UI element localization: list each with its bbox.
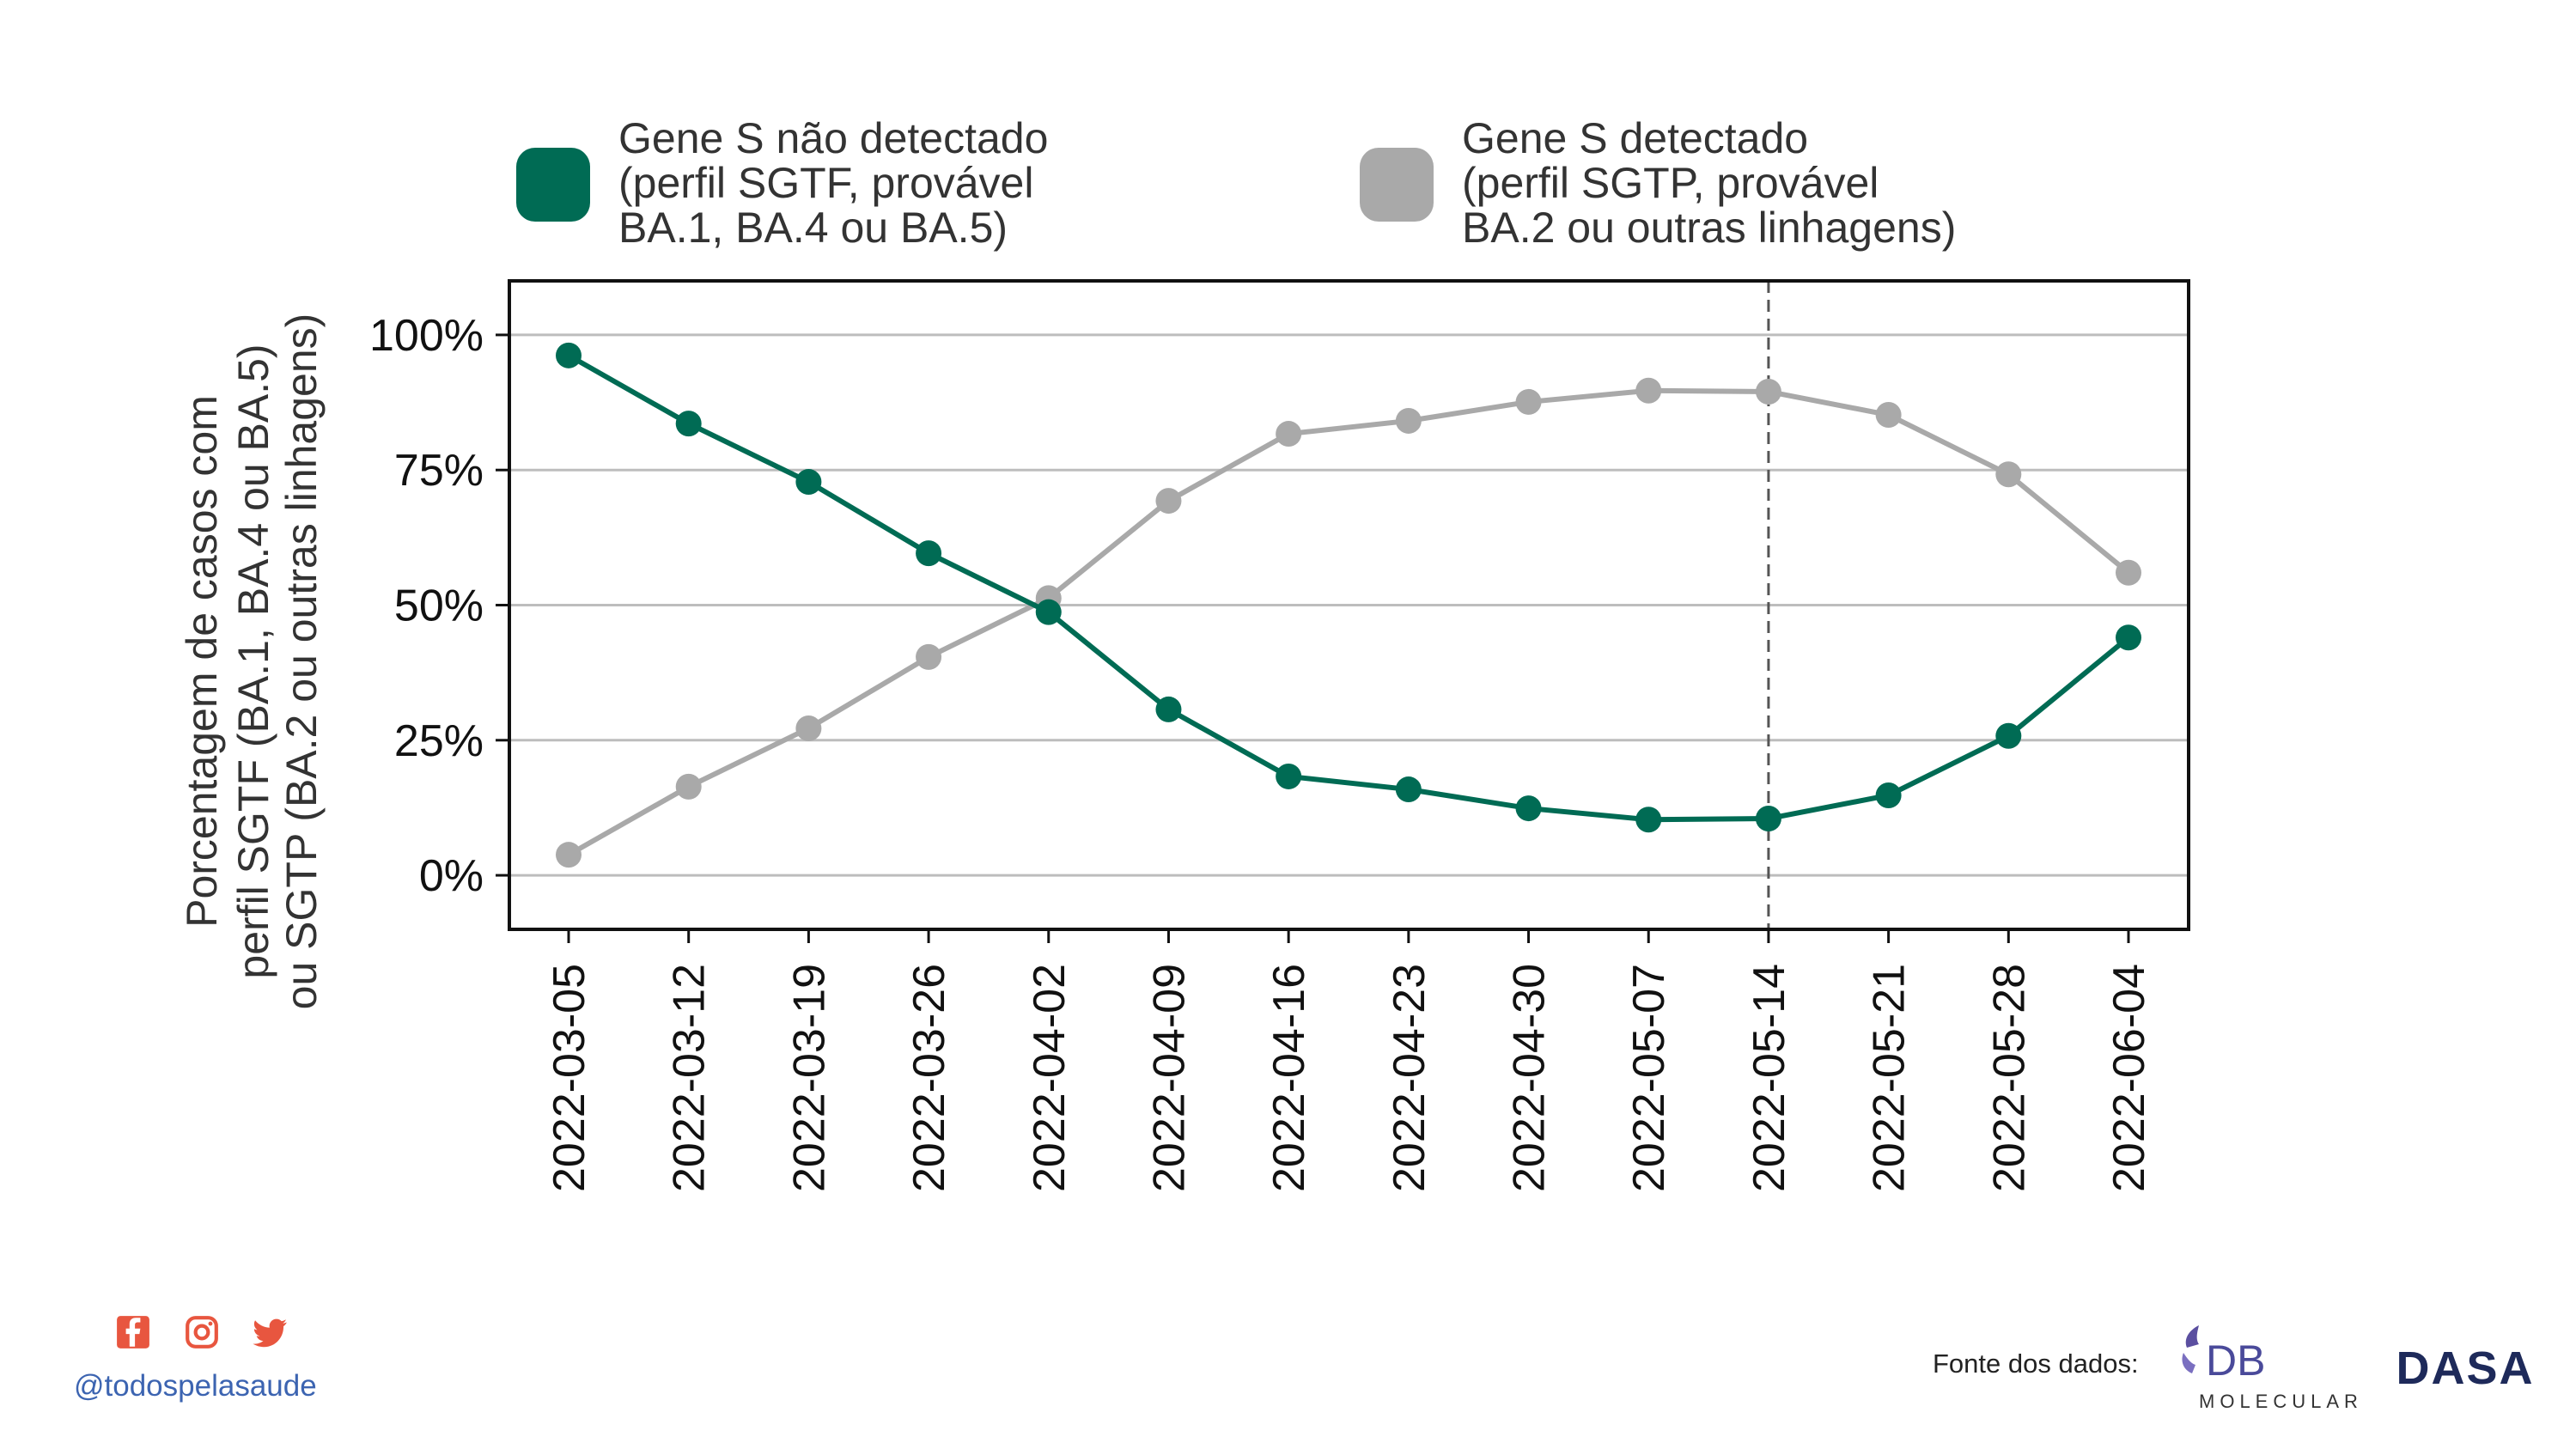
y-axis-label-line: Porcentagem de casos com bbox=[178, 395, 226, 928]
y-axis-label-line: perfil SGTF (BA.1, BA.4 ou BA.5) bbox=[229, 344, 277, 978]
social-icons bbox=[74, 1314, 373, 1350]
y-axis: 0% 25% 50% 75% 100% bbox=[369, 311, 509, 901]
x-tick-label: 2022-05-14 bbox=[1745, 964, 1794, 1192]
y-tick-label: 0% bbox=[419, 851, 484, 901]
x-tick-label: 2022-03-12 bbox=[665, 964, 715, 1192]
data-point bbox=[2116, 559, 2141, 586]
dasa-logo-text: DASA bbox=[2396, 1342, 2534, 1394]
legend-swatch bbox=[1360, 148, 1434, 222]
x-tick-label: 2022-04-02 bbox=[1025, 964, 1075, 1192]
legend-swatch bbox=[516, 148, 590, 222]
data-point bbox=[1276, 763, 1302, 789]
y-tick-label: 100% bbox=[369, 311, 484, 361]
series-line bbox=[567, 387, 2130, 857]
data-point bbox=[1875, 402, 1902, 429]
x-tick-label: 2022-04-30 bbox=[1505, 964, 1555, 1192]
data-point bbox=[556, 342, 582, 368]
db-logo-subtext: MOLECULAR bbox=[2199, 1391, 2363, 1412]
data-point bbox=[1395, 407, 1422, 434]
data-point bbox=[1995, 461, 2022, 488]
series-layer bbox=[556, 342, 2141, 868]
legend-label: (perfil SGTF, provável bbox=[618, 159, 1033, 207]
y-axis-label-line: ou SGTP (BA.2 ou outras linhagens) bbox=[277, 314, 326, 1010]
x-tick-label: 2022-05-07 bbox=[1624, 964, 1674, 1192]
instagram-icon[interactable] bbox=[184, 1314, 220, 1350]
x-tick-label: 2022-05-28 bbox=[1984, 964, 2034, 1192]
x-tick-label: 2022-03-05 bbox=[545, 964, 594, 1192]
data-point bbox=[556, 842, 582, 868]
data-point bbox=[1395, 776, 1422, 803]
y-axis-label: Porcentagem de casos com perfil SGTF (BA.… bbox=[178, 314, 326, 1010]
legend-label: Gene S não detectado bbox=[618, 114, 1048, 162]
data-point bbox=[1995, 722, 2022, 749]
legend-label: Gene S detectado bbox=[1462, 114, 1808, 162]
data-point bbox=[1155, 696, 1182, 722]
gridlines bbox=[509, 333, 2189, 877]
data-point bbox=[2116, 624, 2141, 651]
y-tick-label: 75% bbox=[394, 446, 484, 496]
data-point bbox=[1875, 782, 1902, 808]
data-point bbox=[1755, 378, 1781, 405]
x-tick-label: 2022-05-21 bbox=[1865, 964, 1915, 1192]
y-tick-label: 25% bbox=[394, 716, 484, 766]
x-tick-label: 2022-06-04 bbox=[2104, 964, 2154, 1192]
data-point bbox=[795, 715, 822, 741]
db-logo-text: DB bbox=[2206, 1336, 2265, 1385]
data-point bbox=[916, 540, 942, 567]
data-point bbox=[795, 469, 822, 496]
dasa-logo: DASA bbox=[2396, 1342, 2534, 1394]
legend: Gene S não detectado(perfil SGTF, prováv… bbox=[516, 114, 1956, 252]
legend-label: (perfil SGTP, provável bbox=[1462, 159, 1879, 207]
series-1 bbox=[556, 342, 2141, 833]
data-point bbox=[916, 643, 942, 670]
legend-label: BA.1, BA.4 ou BA.5) bbox=[618, 204, 1008, 252]
data-point bbox=[1155, 488, 1182, 514]
db-molecular-logo: DB MOLECULAR bbox=[2182, 1325, 2363, 1412]
series-2 bbox=[556, 377, 2141, 868]
data-point bbox=[1515, 795, 1542, 822]
data-point bbox=[1635, 377, 1662, 404]
data-point bbox=[675, 773, 702, 800]
data-point bbox=[1635, 807, 1662, 833]
data-point bbox=[675, 411, 702, 437]
data-point bbox=[1515, 388, 1542, 415]
x-axis: 2022-03-05 2022-03-12 2022-03-19 2022-03-26… bbox=[545, 929, 2154, 1192]
facebook-icon[interactable] bbox=[115, 1314, 151, 1350]
data-point bbox=[1755, 806, 1781, 832]
social-handle[interactable]: @todospelasaude bbox=[74, 1369, 317, 1403]
x-tick-label: 2022-04-09 bbox=[1144, 964, 1194, 1192]
data-point bbox=[1035, 599, 1062, 625]
x-tick-label: 2022-04-16 bbox=[1264, 964, 1314, 1192]
x-tick-label: 2022-03-19 bbox=[784, 964, 834, 1192]
series-line bbox=[567, 353, 2130, 823]
x-tick-label: 2022-03-26 bbox=[904, 964, 954, 1192]
data-point bbox=[1276, 421, 1302, 447]
x-tick-label: 2022-04-23 bbox=[1385, 964, 1434, 1192]
legend-label: BA.2 ou outras linhagens) bbox=[1462, 204, 1956, 252]
twitter-icon[interactable] bbox=[253, 1314, 289, 1350]
y-tick-label: 50% bbox=[394, 581, 484, 631]
source-label: Fonte dos dados: bbox=[1933, 1349, 2139, 1379]
